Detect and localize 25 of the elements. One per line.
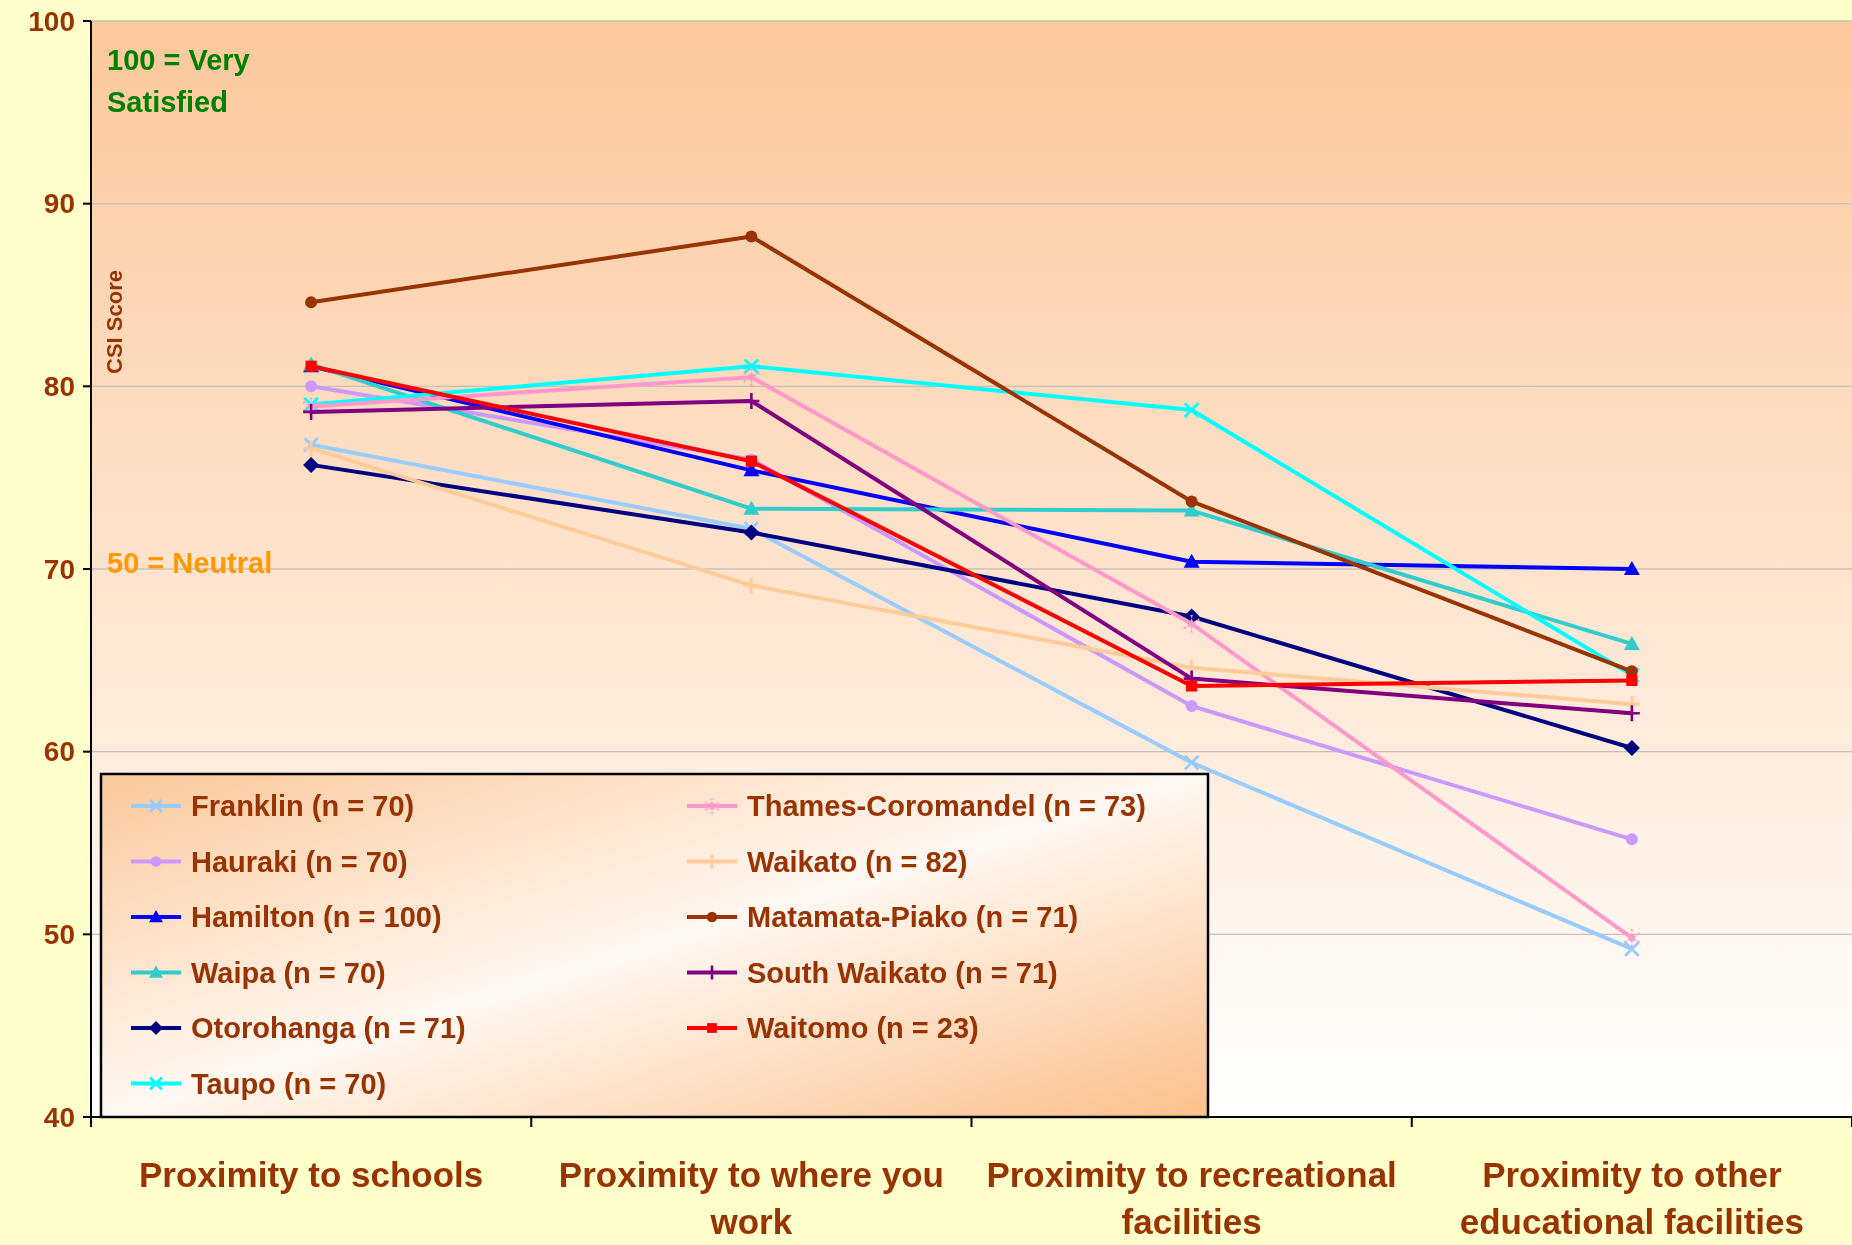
x-tick-label: Proximity to other educational facilities xyxy=(1459,1155,1805,1241)
legend-label: South Waikato (n = 71) xyxy=(747,956,1058,989)
x-tick-label: Proximity to schools xyxy=(139,1155,484,1194)
x-tick-label: Proximity to where you work xyxy=(558,1155,944,1241)
y-tick-label: 40 xyxy=(43,1101,75,1133)
x-tick-label: Proximity to recreational facilities xyxy=(986,1155,1397,1241)
annotation: 100 = Very Satisfied xyxy=(107,44,250,118)
y-tick-label: 90 xyxy=(43,188,75,220)
legend-label: Waipa (n = 70) xyxy=(191,956,386,989)
y-tick-label: 70 xyxy=(43,553,75,585)
y-tick-label: 80 xyxy=(43,371,75,403)
y-tick-label: 100 xyxy=(28,5,75,37)
legend-label: Thames-Coromandel (n = 73) xyxy=(747,790,1146,823)
legend-label: Otorohanga (n = 71) xyxy=(191,1012,466,1045)
annotation: 50 = Neutral xyxy=(107,547,273,579)
legend-label: Matamata-Piako (n = 71) xyxy=(747,901,1079,934)
legend-label: Waikato (n = 82) xyxy=(747,845,968,878)
legend-label: Hamilton (n = 100) xyxy=(191,901,442,934)
y-tick-label: 50 xyxy=(43,919,75,951)
y-tick-label: 60 xyxy=(43,736,75,768)
legend-label: Hauraki (n = 70) xyxy=(191,845,408,878)
legend-label: Waitomo (n = 23) xyxy=(747,1012,979,1045)
y-axis-title: CSI Score xyxy=(102,270,127,374)
legend-label: Taupo (n = 70) xyxy=(191,1067,387,1100)
legend-label: Franklin (n = 70) xyxy=(191,790,415,823)
